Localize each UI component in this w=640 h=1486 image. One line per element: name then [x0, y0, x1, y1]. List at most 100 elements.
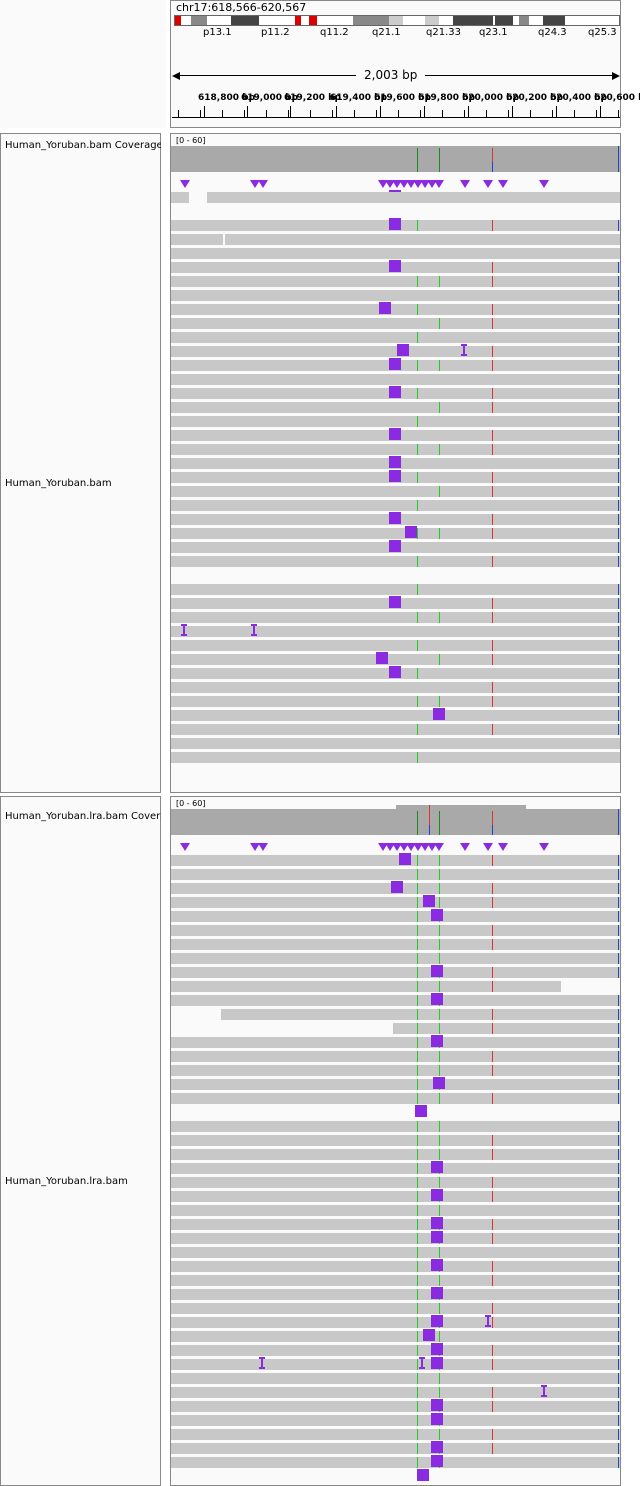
mismatch-green [417, 1345, 418, 1356]
coverage-bar [171, 809, 620, 835]
read-alignment [171, 1191, 620, 1202]
ruler-minor-tick [178, 110, 179, 117]
ruler-major-tick [204, 106, 205, 117]
read-alignment [171, 682, 620, 693]
read-alignment [171, 995, 620, 1006]
mismatch-red [492, 360, 493, 371]
mismatch-red [492, 897, 493, 908]
mismatch-red [492, 1387, 493, 1398]
read-alignment [171, 500, 620, 511]
ruler-tick-label: 619,000 bp [241, 93, 299, 103]
insertion-block [431, 1455, 443, 1467]
ruler-major-tick [290, 106, 291, 117]
read-alignment [171, 626, 620, 637]
read-alignment [171, 332, 620, 343]
mismatch-green [417, 472, 418, 483]
mismatch-red [492, 925, 493, 936]
insertion-marker-icon [498, 843, 508, 851]
small-insertion [463, 344, 465, 356]
alignment-panel[interactable] [170, 133, 621, 793]
alignment-panel[interactable] [170, 796, 621, 1486]
ruler-minor-tick [464, 110, 465, 117]
read-strand-edge [618, 925, 619, 936]
read-strand-edge [618, 416, 619, 427]
read-strand-edge [618, 1443, 619, 1454]
mismatch-green [439, 1093, 440, 1104]
read-strand-edge [618, 1275, 619, 1286]
mismatch-red [492, 528, 493, 539]
mismatch-green [439, 1303, 440, 1314]
mismatch-red [492, 1275, 493, 1286]
insertion-block [397, 344, 409, 356]
read-alignment [171, 444, 620, 455]
insertion-marker-icon [539, 843, 549, 851]
read-strand-edge [618, 640, 619, 651]
read-alignment [171, 911, 620, 922]
read-alignment [171, 1303, 620, 1314]
mismatch-red [492, 1317, 493, 1328]
mismatch-green [417, 500, 418, 511]
read-alignment [171, 1093, 620, 1104]
mismatch-green [439, 1331, 440, 1342]
mismatch-green [439, 1065, 440, 1076]
mismatch-green [417, 1457, 418, 1468]
mismatch-green [439, 1373, 440, 1384]
read-strand-edge [618, 262, 619, 273]
mismatch-green [439, 1275, 440, 1286]
insertion-marker-icon [427, 180, 437, 188]
mismatch-green [417, 1331, 418, 1342]
read-strand-edge [618, 939, 619, 950]
mismatch-red [492, 696, 493, 707]
reads-track-label[interactable]: Human_Yoruban.lra.bam [5, 1176, 128, 1187]
mismatch-red [492, 1093, 493, 1104]
coverage-track-label[interactable]: Human_Yoruban.bam Coverage [5, 140, 161, 151]
mismatch-green [439, 402, 440, 413]
read-alignment [171, 696, 620, 707]
mismatch-green [439, 1429, 440, 1440]
mismatch-green [417, 1401, 418, 1412]
read-strand-edge [618, 855, 619, 866]
read-strand-edge [618, 1429, 619, 1440]
reads-track-label[interactable]: Human_Yoruban.bam [5, 478, 112, 489]
read-alignment [171, 290, 620, 301]
read-alignment [171, 1247, 620, 1258]
insertion-block [431, 1161, 443, 1173]
mismatch-red [492, 304, 493, 315]
read-strand-edge [618, 953, 619, 964]
track-name-panel[interactable] [0, 133, 161, 793]
mismatch-red [492, 1219, 493, 1230]
mismatch-red [492, 1401, 493, 1412]
mismatch-red [492, 1009, 493, 1020]
coverage-mismatch-green [439, 148, 440, 172]
read-strand-edge [618, 332, 619, 343]
track-name-panel[interactable] [0, 796, 161, 1486]
read-alignment [171, 1037, 620, 1048]
coverage-track-label[interactable]: Human_Yoruban.lra.bam Coverage [5, 811, 161, 822]
mismatch-red [492, 486, 493, 497]
read-alignment [171, 1065, 620, 1076]
read-alignment [171, 654, 620, 665]
insertion-block [389, 218, 401, 230]
span-arrow-left-icon [172, 72, 180, 80]
read-alignment [171, 1261, 620, 1272]
read-strand-edge [618, 1009, 619, 1020]
ruler-minor-tick [618, 110, 619, 117]
read-alignment [171, 1387, 620, 1398]
cytoband-ideogram[interactable] [174, 15, 620, 26]
mismatch-red [492, 855, 493, 866]
ruler-major-tick [600, 106, 601, 117]
ruler-minor-tick [332, 110, 333, 117]
read-strand-edge [618, 388, 619, 399]
mismatch-green [417, 1051, 418, 1062]
mismatch-red [492, 1135, 493, 1146]
insertion-marker-icon [180, 180, 190, 188]
mismatch-green [417, 1317, 418, 1328]
read-alignment [171, 897, 620, 908]
read-strand-edge [618, 626, 619, 637]
read-strand-edge [618, 1457, 619, 1468]
read-strand-edge [618, 1345, 619, 1356]
insertion-marker-icon [498, 180, 508, 188]
read-strand-edge [618, 542, 619, 553]
mismatch-green [417, 556, 418, 567]
mismatch-green [417, 276, 418, 287]
